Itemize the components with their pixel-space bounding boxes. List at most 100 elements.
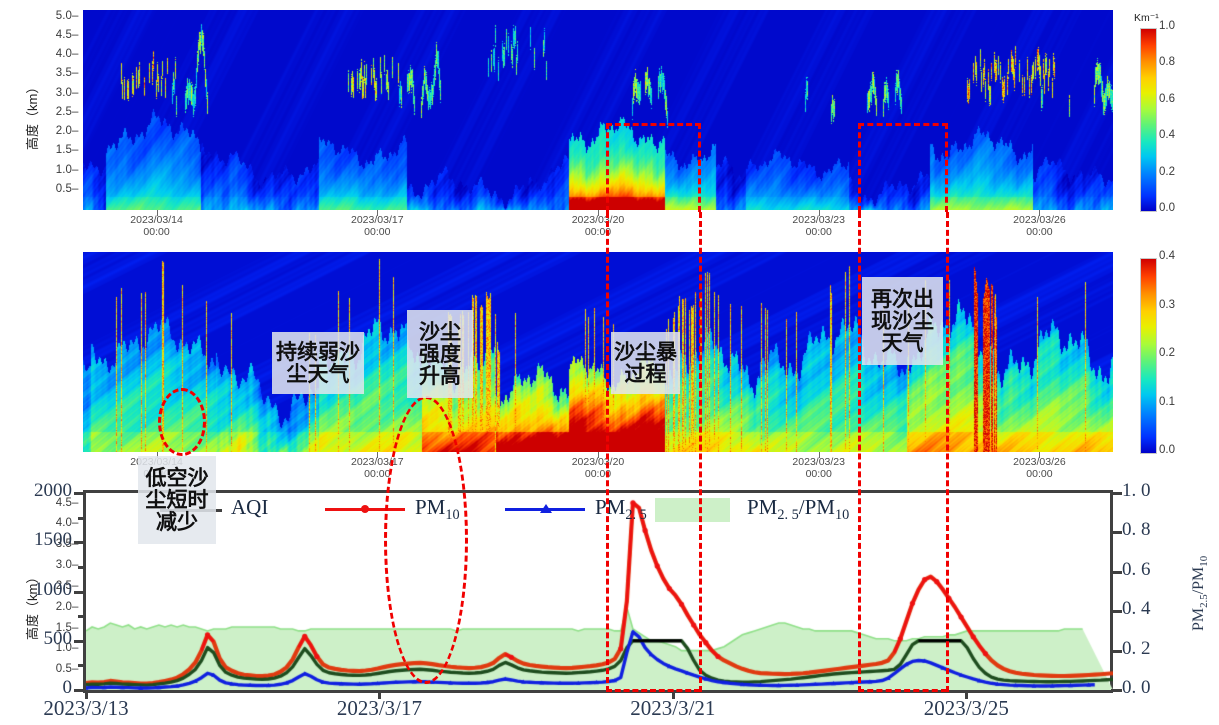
top-ytick-4.5: 4.5 – [55, 28, 79, 41]
chart-ytick-mark-0 [74, 689, 86, 692]
legend-ratio-label: PM2. 5/PM10 [747, 495, 850, 524]
chart-ytick-minor-1750 [78, 516, 86, 520]
xtick-label-2023/03/20: 2023/03/20 00:00 [571, 214, 625, 238]
legend-ratio-swatch [655, 498, 730, 522]
chart-y2tick-mark-1 [1111, 492, 1122, 495]
chart-y2tick-mark-0.2 [1111, 649, 1122, 653]
chart-xtick-mark-2023/3/17 [378, 690, 382, 699]
chart-xtick-2023/3/13: 2023/3/13 [43, 696, 129, 720]
chart-ytick-mark-500 [74, 639, 86, 643]
xtick-mark-2023/03/17 [377, 452, 379, 458]
chart-xtick-2023/3/25: 2023/3/25 [923, 696, 1009, 720]
mid-ytick-3.0: 3.0 – [55, 559, 79, 571]
xtick-mark-2023/03/14 [156, 452, 158, 458]
top-cbtick-0.8: 0.8 [1159, 56, 1175, 69]
chart-ytick-mark-2000 [74, 492, 86, 495]
top-ytick-0.5: 0.5 – [55, 182, 79, 195]
chart-ytick-mark-1000 [74, 590, 86, 594]
xtick-label-2023/03/20: 2023/03/20 00:00 [571, 456, 625, 480]
mid-colorbar [1140, 258, 1157, 454]
top-ytick-2.5: 2.5 – [55, 105, 79, 118]
ann-dust-reappears: 再次出现沙尘天气 [862, 277, 943, 365]
chart-ytick-1500: 1500 [34, 529, 72, 551]
chart-ytick-1000: 1000 [34, 578, 72, 600]
top-ytick-3.5: 3.5 – [55, 67, 79, 80]
dust-intensity-ellipse [384, 396, 468, 684]
chart-xtick-mark-2023/3/21 [671, 690, 675, 699]
top-cbtick-0.2: 0.2 [1159, 165, 1175, 178]
legend-aqi-label: AQI [231, 495, 269, 519]
top-cbtick-1.0: 1.0 [1159, 20, 1175, 32]
xtick-mark-2023/03/14 [156, 210, 158, 216]
sandstorm-guide-left [606, 212, 609, 692]
xtick-label-2023/03/26: 2023/03/26 00:00 [1013, 214, 1066, 238]
mid-cbtick-0.4: 0.4 [1159, 250, 1175, 262]
chart-bottom-axis [83, 690, 1113, 693]
ann-low-level-dust-drop: 低空沙尘短时减少 [138, 456, 216, 544]
chart-y2tick-0.6: 0. 6 [1122, 558, 1151, 580]
top-ytick-4.0: 4.0 – [55, 48, 79, 61]
chart-y2tick-mark-0.6 [1111, 570, 1122, 574]
chart-y2tick-0.4: 0. 4 [1122, 598, 1151, 620]
mid-cbtick-0.2: 0.2 [1159, 347, 1175, 359]
chart-ytick-0: 0 [62, 677, 73, 698]
sandstorm-box-top-panel [606, 123, 701, 212]
chart-ytick-mark-1500 [74, 541, 86, 545]
chart-y2tick-0.2: 0. 2 [1122, 637, 1151, 659]
xtick-mark-2023/03/23 [818, 452, 820, 458]
chart-y2tick-1: 1. 0 [1122, 480, 1151, 501]
mid-cbtick-0.3: 0.3 [1159, 298, 1175, 311]
xtick-mark-2023/03/26 [1039, 210, 1041, 216]
mid-ytick-1.5: 1.5 – [55, 621, 79, 634]
ann-persistent-weak-dust: 持续弱沙尘天气 [272, 332, 364, 394]
mid-ytick-1.0: 1.0 – [55, 642, 79, 655]
mid-ytick-2.0: 2.0 – [55, 600, 79, 613]
xtick-mark-2023/03/17 [377, 210, 379, 216]
mid-cbtick-0.1: 0.1 [1159, 395, 1175, 408]
chart-top-axis [83, 490, 1113, 493]
chart-y2tick-mark-0.4 [1111, 610, 1122, 614]
sandstorm-baseline-connector [606, 689, 700, 692]
chart-ytick-minor-750 [78, 615, 86, 619]
xtick-mark-2023/03/20 [598, 452, 599, 458]
dust-return-box-top-panel [858, 123, 948, 212]
top-cbtick-0.0: 0.0 [1159, 202, 1175, 214]
xtick-label-2023/03/23: 2023/03/23 00:00 [792, 456, 845, 480]
top-ytick-3.0: 3.0 – [55, 86, 79, 99]
top-cbtick-0.6: 0.6 [1159, 92, 1175, 105]
chart-y2tick-0: 0. 0 [1122, 677, 1151, 698]
chart-y2tick-0.8: 0. 8 [1122, 519, 1151, 541]
legend-pm25-marker [540, 504, 552, 513]
top-panel-y-label: 高度（km） [25, 80, 40, 150]
top-panel-plot-area [83, 10, 1113, 210]
top-ytick-1.0: 1.0 – [55, 163, 79, 176]
extinction-panel: 高度（km） 5.0 – 4.5 – 4.0 – 3.5 – 3.0 – 2.5 – 2.0… [0, 0, 1219, 240]
dust-return-guide-left [858, 212, 861, 692]
legend-pm10-marker [361, 505, 369, 513]
chart-xtick-2023/3/21: 2023/3/21 [630, 696, 716, 720]
top-ytick-5.0: 5.0 – [55, 9, 79, 22]
chart-ytick-2000: 2000 [34, 480, 72, 501]
mid-ytick-4.5: 4.5 – [55, 496, 79, 509]
xtick-label-2023/03/17: 2023/03/17 00:00 [351, 214, 404, 238]
chart-xtick-mark-2023/3/25 [965, 690, 969, 699]
ann-dust-intensity-rise: 沙尘强度升高 [407, 310, 473, 398]
top-colorbar-unit: Km⁻¹ [1134, 12, 1159, 24]
xtick-mark-2023/03/20 [598, 210, 599, 216]
sandstorm-guide-right [699, 212, 702, 692]
xtick-mark-2023/03/26 [1039, 452, 1041, 458]
dust-return-guide-right [946, 212, 949, 692]
chart-ytick-500: 500 [43, 627, 73, 649]
chart-xtick-mark-2023/3/13 [85, 690, 88, 699]
legend-pm25-label: PM2. 5 [595, 495, 647, 524]
mid-ytick-2.5: 2.5 – [55, 579, 79, 592]
mid-cbtick-0.0: 0.0 [1159, 444, 1175, 456]
depolarization-heatmap [83, 252, 1113, 452]
ann-sandstorm-process: 沙尘暴过程 [611, 332, 680, 394]
chart-right-axis-label: PM2.5/PM10 [1190, 555, 1211, 631]
mid-ytick-4.0: 4.0 – [55, 517, 79, 530]
top-ytick-2.0: 2.0 – [55, 125, 79, 138]
chart-y2tick-mark-0.8 [1111, 531, 1122, 535]
